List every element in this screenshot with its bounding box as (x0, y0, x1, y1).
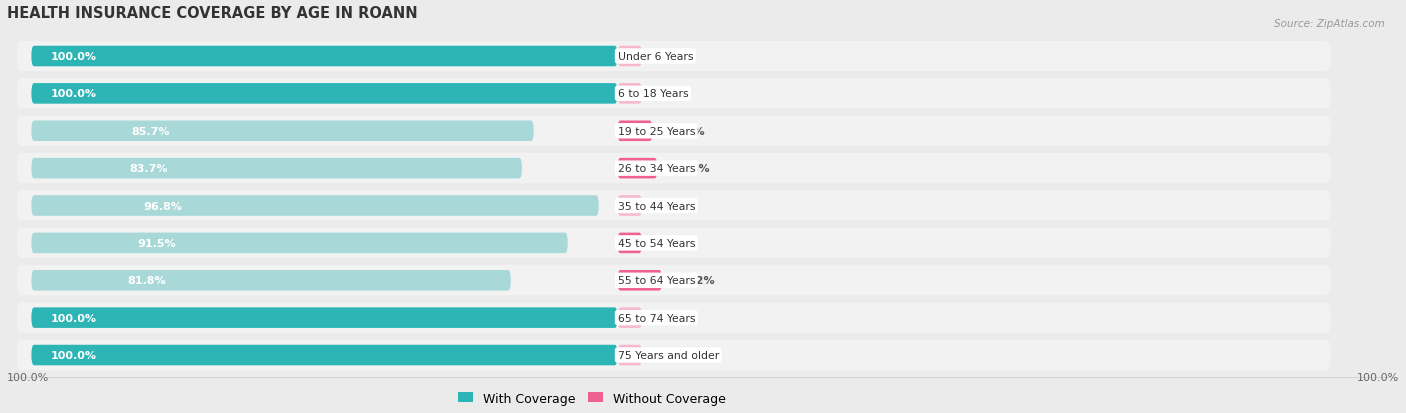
Legend: With Coverage, Without Coverage: With Coverage, Without Coverage (453, 387, 731, 410)
Text: 85.7%: 85.7% (132, 126, 170, 136)
FancyBboxPatch shape (17, 42, 1330, 72)
FancyBboxPatch shape (31, 196, 599, 216)
FancyBboxPatch shape (17, 79, 1330, 109)
Text: 100.0%: 100.0% (51, 52, 97, 62)
Text: 91.5%: 91.5% (138, 238, 176, 248)
Text: 18.2%: 18.2% (676, 275, 716, 285)
FancyBboxPatch shape (31, 84, 617, 104)
Text: HEALTH INSURANCE COVERAGE BY AGE IN ROANN: HEALTH INSURANCE COVERAGE BY AGE IN ROAN… (7, 7, 418, 21)
FancyBboxPatch shape (31, 159, 522, 179)
Text: 8.5%: 8.5% (657, 238, 688, 248)
Text: 100.0%: 100.0% (1357, 372, 1399, 382)
FancyBboxPatch shape (17, 340, 1330, 370)
FancyBboxPatch shape (31, 121, 534, 142)
FancyBboxPatch shape (31, 345, 617, 366)
Text: 26 to 34 Years: 26 to 34 Years (617, 164, 695, 174)
FancyBboxPatch shape (617, 159, 658, 179)
Text: 0.0%: 0.0% (657, 313, 688, 323)
Text: 100.0%: 100.0% (51, 89, 97, 99)
Text: 100.0%: 100.0% (7, 372, 49, 382)
FancyBboxPatch shape (17, 116, 1330, 147)
Text: 0.0%: 0.0% (657, 89, 688, 99)
Text: 65 to 74 Years: 65 to 74 Years (617, 313, 695, 323)
Text: 6 to 18 Years: 6 to 18 Years (617, 89, 688, 99)
Text: 75 Years and older: 75 Years and older (617, 350, 718, 360)
FancyBboxPatch shape (17, 228, 1330, 259)
Text: 16.3%: 16.3% (672, 164, 710, 174)
Text: 83.7%: 83.7% (129, 164, 167, 174)
FancyBboxPatch shape (17, 191, 1330, 221)
FancyBboxPatch shape (31, 233, 568, 254)
FancyBboxPatch shape (617, 47, 643, 67)
Text: 100.0%: 100.0% (51, 350, 97, 360)
FancyBboxPatch shape (17, 303, 1330, 333)
FancyBboxPatch shape (31, 308, 617, 328)
Text: 19 to 25 Years: 19 to 25 Years (617, 126, 695, 136)
FancyBboxPatch shape (617, 196, 643, 216)
Text: 55 to 64 Years: 55 to 64 Years (617, 275, 695, 285)
Text: 100.0%: 100.0% (51, 313, 97, 323)
FancyBboxPatch shape (617, 233, 643, 254)
Text: Source: ZipAtlas.com: Source: ZipAtlas.com (1274, 19, 1385, 28)
FancyBboxPatch shape (617, 121, 652, 142)
Text: 3.2%: 3.2% (657, 201, 688, 211)
FancyBboxPatch shape (17, 154, 1330, 184)
FancyBboxPatch shape (31, 271, 510, 291)
FancyBboxPatch shape (617, 84, 643, 104)
FancyBboxPatch shape (31, 47, 617, 67)
FancyBboxPatch shape (617, 271, 662, 291)
Text: 35 to 44 Years: 35 to 44 Years (617, 201, 695, 211)
FancyBboxPatch shape (17, 266, 1330, 296)
FancyBboxPatch shape (617, 345, 643, 366)
Text: 81.8%: 81.8% (128, 275, 166, 285)
Text: 0.0%: 0.0% (657, 350, 688, 360)
Text: 14.3%: 14.3% (666, 126, 706, 136)
Text: 45 to 54 Years: 45 to 54 Years (617, 238, 695, 248)
FancyBboxPatch shape (617, 308, 643, 328)
Text: 0.0%: 0.0% (657, 52, 688, 62)
Text: Under 6 Years: Under 6 Years (617, 52, 693, 62)
Text: 96.8%: 96.8% (143, 201, 183, 211)
